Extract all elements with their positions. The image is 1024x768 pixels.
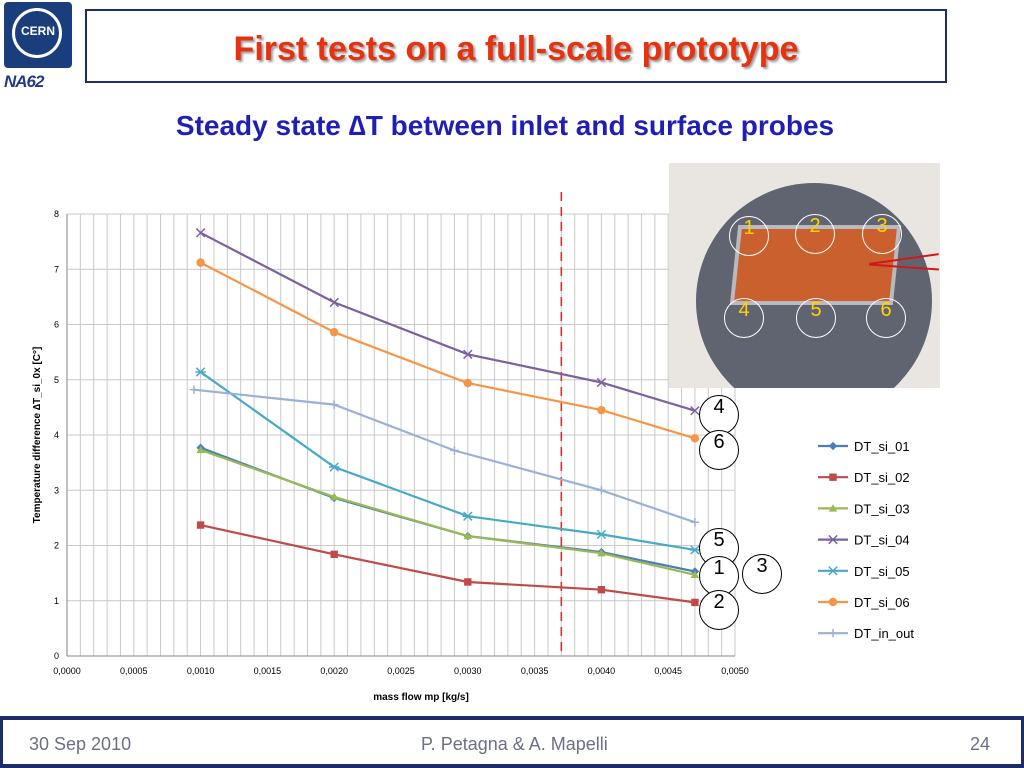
data-point-dt-si-06 [690, 434, 700, 443]
y-tick-label: 3 [54, 485, 59, 495]
data-point-dt-si-05 [329, 462, 340, 472]
legend-label-dt-si-04: DT_si_04 [854, 533, 910, 548]
legend-marker-dt-si-03 [828, 504, 838, 512]
callout-4: 4 [699, 395, 739, 435]
data-point-dt-si-03 [463, 531, 472, 540]
data-point-dt-si-04 [329, 297, 339, 308]
y-tick-label: 1 [54, 596, 59, 606]
data-point-dt-si-03 [330, 492, 339, 501]
slide-subtitle: Steady state ∆T between inlet and surfac… [175, 110, 835, 141]
y-tick-label: 6 [54, 320, 59, 330]
data-point-dt-si-02 [691, 598, 699, 607]
x-tick-label: 0,0040 [588, 666, 616, 676]
y-tick-label: 2 [54, 541, 59, 551]
data-point-dt-si-03 [196, 445, 205, 454]
na62-logo-text: NA62 [4, 72, 44, 91]
y-tick-label: 5 [54, 375, 59, 385]
data-point-dt-in-out [690, 518, 700, 527]
data-point-dt-si-03 [690, 570, 700, 578]
probe-marker-5: 5 [796, 298, 836, 338]
data-point-dt-si-06 [463, 378, 472, 388]
footer-date: 30 Sep 2010 [29, 734, 132, 754]
probe-marker-4: 4 [724, 298, 764, 338]
legend-label-dt-si-01: DT_si_01 [854, 439, 910, 454]
x-tick-label: 0,0050 [721, 666, 749, 676]
data-point-dt-si-04 [690, 405, 700, 416]
data-point-dt-si-06 [196, 258, 205, 267]
callout-1: 1 [699, 556, 739, 596]
data-point-dt-si-02 [196, 521, 205, 529]
x-tick-label: 0,0045 [654, 666, 682, 676]
x-tick-label: 0,0025 [387, 666, 415, 676]
x-tick-label: 0,0000 [53, 666, 81, 676]
legend-marker-dt-si-05 [827, 566, 839, 576]
data-point-dt-si-06 [330, 328, 339, 337]
na62-logo: NA62 [2, 70, 74, 98]
probe-marker-1: 1 [729, 216, 769, 256]
y-tick-label: 8 [54, 209, 59, 219]
data-point-dt-si-04 [596, 377, 607, 388]
y-tick-label: 7 [54, 264, 59, 274]
series-line-dt-si-04 [200, 231, 696, 412]
cern-logo: CERN [4, 2, 72, 68]
callout-6: 6 [699, 430, 739, 470]
data-point-dt-in-out [597, 486, 606, 495]
legend-marker-dt-si-04 [828, 534, 838, 545]
probe-marker-6: 6 [866, 298, 906, 338]
x-tick-label: 0,0015 [254, 666, 282, 676]
data-point-dt-in-out [330, 400, 339, 409]
x-tick-label: 0,0035 [521, 666, 549, 676]
data-point-dt-si-05 [195, 367, 206, 377]
data-point-dt-si-05 [596, 529, 607, 540]
page-number: 24 [970, 734, 991, 754]
page-title: First tests on a full-scale prototype [233, 30, 799, 68]
probe-marker-3: 3 [862, 214, 902, 254]
title-box: First tests on a full-scale prototype [85, 9, 947, 83]
x-tick-label: 0,0030 [454, 666, 482, 676]
series-line-dt-si-06 [200, 261, 696, 440]
legend-label-dt-in-out: DT_in_out [854, 626, 914, 641]
prototype-photo: 1 2 3 4 5 6 [669, 163, 940, 388]
data-point-dt-si-04 [463, 349, 473, 360]
legend-marker-dt-si-06 [828, 597, 838, 607]
data-point-dt-si-05 [462, 511, 473, 521]
x-tick-label: 0,0010 [187, 666, 215, 676]
data-point-dt-si-02 [330, 550, 338, 559]
legend-label-dt-si-02: DT_si_02 [854, 470, 910, 485]
data-point-dt-in-out [189, 385, 199, 394]
data-point-dt-si-04 [195, 228, 206, 238]
legend-label-dt-si-03: DT_si_03 [854, 501, 910, 516]
footer-authors: P. Petagna & A. Mapelli [421, 734, 608, 754]
legend-marker-dt-si-02 [829, 473, 837, 481]
series-line-dt-in-out [193, 388, 696, 524]
data-point-dt-si-02 [597, 586, 606, 594]
callout-2: 2 [699, 590, 739, 630]
footer-bar: 30 Sep 2010 P. Petagna & A. Mapelli 24 [0, 716, 1024, 768]
cern-logo-text: CERN [20, 24, 55, 38]
logo-area: CERN NA62 [0, 0, 76, 100]
y-axis-title: Temperature difference ∆T_si_0x [C°] [32, 347, 43, 524]
y-tick-label: 0 [54, 651, 59, 661]
legend-label-dt-si-06: DT_si_06 [854, 595, 910, 610]
legend-marker-dt-in-out [828, 629, 838, 638]
data-point-dt-si-03 [597, 549, 606, 557]
data-point-dt-si-06 [597, 405, 606, 415]
x-tick-label: 0,0005 [120, 666, 148, 676]
data-point-dt-si-02 [464, 578, 472, 586]
data-point-dt-si-05 [689, 545, 701, 555]
x-axis-title: mass flow mp [kg/s] [373, 692, 469, 703]
legend-label-dt-si-05: DT_si_05 [854, 564, 910, 579]
y-tick-label: 4 [54, 430, 59, 440]
data-point-dt-in-out [450, 446, 459, 455]
probe-marker-2: 2 [795, 214, 835, 254]
legend-marker-dt-si-01 [828, 441, 838, 451]
callout-3: 3 [742, 554, 782, 594]
x-tick-label: 0,0020 [320, 666, 348, 676]
